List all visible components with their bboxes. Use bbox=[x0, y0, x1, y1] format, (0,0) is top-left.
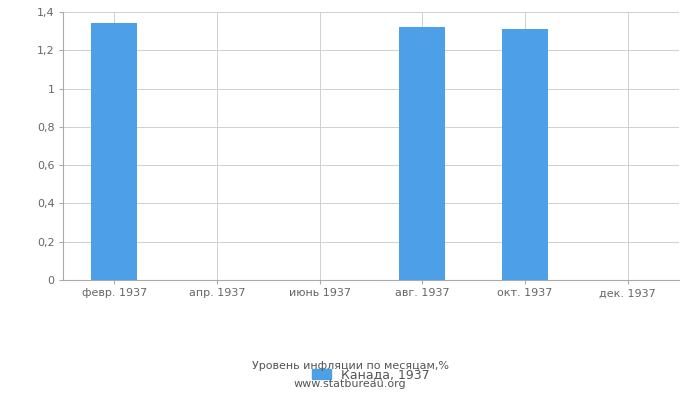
Text: www.statbureau.org: www.statbureau.org bbox=[294, 379, 406, 389]
Bar bbox=[502, 29, 548, 280]
Text: Уровень инфляции по месяцам,%: Уровень инфляции по месяцам,% bbox=[251, 361, 449, 371]
Bar bbox=[91, 24, 137, 280]
Legend: Канада, 1937: Канада, 1937 bbox=[307, 363, 435, 386]
Bar bbox=[399, 27, 445, 280]
